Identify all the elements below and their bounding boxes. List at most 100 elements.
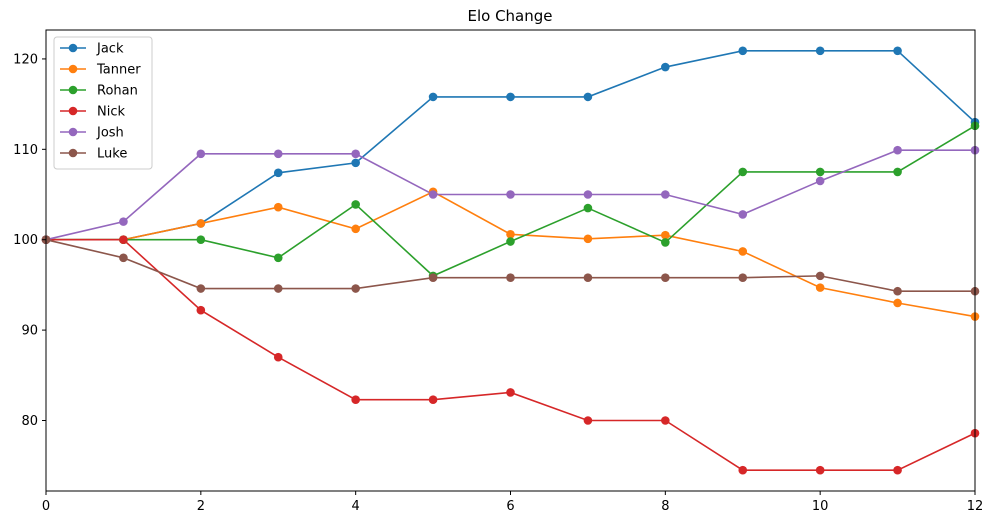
point-josh-2: [196, 149, 206, 159]
point-josh-10: [815, 176, 825, 186]
legend-label-nick: Nick: [97, 105, 125, 120]
legend-marker-josh: [68, 127, 78, 137]
point-luke-7: [583, 273, 593, 282]
point-josh-8: [661, 190, 670, 199]
point-luke-11: [893, 286, 902, 296]
y-axis: 80 90 100 110 120: [13, 52, 46, 429]
series-line-tanner: [46, 190, 976, 318]
series-lines: [45, 49, 976, 472]
y-tick-label-90: 90: [21, 324, 38, 339]
point-josh-1: [119, 217, 128, 226]
point-nick-7: [583, 416, 593, 425]
point-nick-4: [351, 395, 360, 405]
y-tick-label-80: 80: [21, 414, 38, 429]
point-jack-10: [815, 46, 825, 56]
chart-title: Elo Change: [467, 7, 552, 25]
point-josh-6: [506, 190, 515, 199]
point-nick-5: [428, 395, 438, 405]
point-josh-3: [273, 149, 283, 159]
x-tick-label-10: 10: [812, 499, 829, 514]
point-josh-5: [428, 190, 438, 199]
legend-item-rohan: Rohan: [60, 84, 138, 99]
point-nick-10: [815, 465, 825, 475]
point-tanner-10: [815, 283, 825, 292]
point-tanner-6: [506, 229, 515, 239]
point-josh-11: [893, 145, 902, 155]
point-nick-6: [506, 388, 515, 397]
series-line-rohan: [46, 125, 976, 277]
legend-item-jack: Jack: [60, 42, 124, 57]
legend: Jack Tanner Rohan Nick Josh Luke: [53, 36, 153, 170]
point-nick-2: [196, 305, 206, 315]
point-nick-9: [738, 465, 748, 475]
point-rohan-2: [196, 235, 206, 245]
legend-label-rohan: Rohan: [97, 84, 138, 99]
point-luke-3: [273, 284, 283, 293]
point-tanner-9: [738, 247, 748, 256]
legend-item-nick: Nick: [60, 105, 125, 120]
x-tick-label-4: 4: [352, 499, 360, 514]
point-nick-11: [893, 465, 902, 475]
point-jack-11: [893, 46, 902, 56]
point-luke-5: [428, 273, 438, 282]
point-rohan-3: [273, 253, 283, 263]
legend-marker-nick: [68, 106, 78, 116]
y-tick-label-120: 120: [13, 52, 38, 67]
point-jack-8: [661, 62, 670, 72]
point-tanner-4: [351, 224, 360, 234]
legend-marker-jack: [68, 43, 78, 53]
x-tick-label-8: 8: [661, 499, 669, 514]
point-rohan-6: [506, 237, 515, 246]
point-nick-8: [661, 416, 670, 425]
point-josh-7: [583, 190, 593, 199]
point-rohan-8: [661, 238, 670, 247]
point-luke-1: [119, 253, 128, 263]
point-josh-9: [738, 210, 748, 219]
legend-marker-rohan: [68, 85, 78, 95]
point-luke-10: [815, 271, 825, 281]
point-luke-4: [351, 284, 360, 293]
legend-label-tanner: Tanner: [96, 63, 141, 78]
point-luke-9: [738, 273, 748, 282]
legend-label-jack: Jack: [96, 42, 124, 57]
x-axis: 0 2 4 6 8 10 12: [42, 491, 983, 514]
legend-marker-tanner: [68, 64, 78, 74]
legend-item-luke: Luke: [60, 147, 127, 162]
x-tick-label-2: 2: [197, 499, 205, 514]
point-luke-2: [196, 284, 206, 293]
series-line-jack: [46, 49, 976, 241]
point-jack-4: [351, 158, 360, 168]
point-jack-3: [273, 168, 283, 178]
legend-box: [53, 36, 153, 170]
y-tick-label-110: 110: [13, 143, 38, 158]
point-luke-6: [506, 273, 515, 282]
x-tick-label-0: 0: [42, 499, 50, 514]
point-rohan-10: [815, 167, 825, 177]
legend-item-tanner: Tanner: [60, 63, 141, 78]
x-tick-label-6: 6: [506, 499, 514, 514]
x-tick-label-12: 12: [967, 499, 984, 514]
series-markers: [41, 46, 980, 475]
point-tanner-8: [661, 230, 670, 240]
point-jack-9: [738, 46, 748, 56]
point-rohan-7: [583, 203, 593, 213]
series-line-luke: [45, 238, 975, 293]
point-tanner-3: [273, 202, 283, 212]
point-nick-1: [119, 235, 128, 245]
point-tanner-2: [196, 219, 206, 228]
point-tanner-11: [893, 298, 902, 308]
legend-label-josh: Josh: [96, 126, 124, 141]
point-jack-7: [583, 92, 593, 102]
legend-item-josh: Josh: [60, 126, 124, 141]
point-luke-8: [661, 273, 670, 282]
point-tanner-7: [583, 234, 593, 244]
point-rohan-4: [351, 200, 360, 209]
point-josh-4: [351, 149, 360, 159]
legend-label-luke: Luke: [97, 147, 127, 162]
y-tick-label-100: 100: [13, 233, 38, 248]
legend-marker-luke: [68, 148, 78, 158]
point-jack-6: [506, 92, 515, 102]
point-rohan-11: [893, 167, 902, 177]
point-rohan-9: [738, 167, 748, 177]
